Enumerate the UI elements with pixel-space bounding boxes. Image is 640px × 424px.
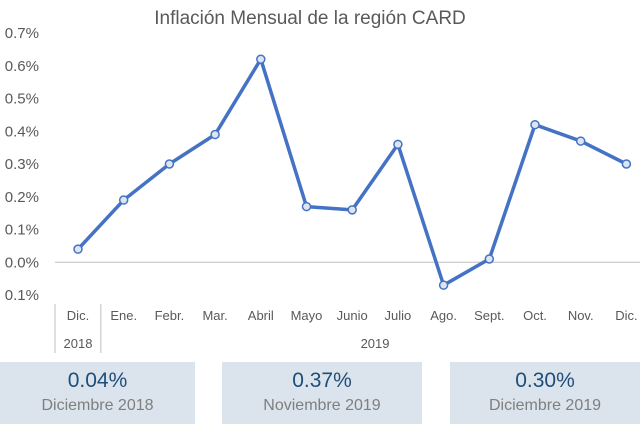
plot-area — [73, 54, 632, 290]
data-point — [210, 129, 220, 140]
y-tick-label: 0.5% — [5, 91, 39, 108]
data-point — [256, 54, 266, 64]
summary-card-value: 0.30% — [515, 369, 575, 392]
summary-card-value: 0.37% — [292, 369, 352, 392]
data-point — [347, 205, 357, 215]
line-chart: Inflación Mensual de la región CARD 0.7%… — [5, 8, 640, 353]
summary-card-label: Noviembre 2019 — [263, 397, 381, 414]
summary-card-label: Diciembre 2018 — [41, 397, 154, 414]
series-line — [76, 57, 628, 287]
data-point — [621, 159, 632, 169]
x-tick-label: Dic. — [67, 308, 89, 323]
x-tick-label: Ago. — [430, 308, 457, 323]
data-point — [164, 159, 175, 169]
y-tick-label: 0.2% — [5, 189, 39, 206]
y-axis: 0.7% 0.6% 0.5% 0.4% 0.3% 0.2% 0.1% 0.0% 0.1% — [5, 25, 39, 304]
summary-card-label: Diciembre 2019 — [488, 397, 602, 414]
x-tick-label: Julio — [385, 308, 412, 323]
x-tick-label: Dic. — [615, 308, 637, 323]
data-point — [301, 201, 312, 212]
x-tick-label: Nov. — [568, 308, 594, 323]
y-tick-label: 0.4% — [5, 123, 39, 140]
x-tick-label: Sept. — [474, 308, 504, 323]
chart-title: Inflación Mensual de la región CARD — [154, 8, 466, 29]
summary-card-dec-2019: 0.30% Diciembre 2019 — [450, 362, 640, 424]
x-axis: Dic. Ene. Febr. Mar. Abril Mayo Junio Julio Ago.… — [54, 261, 640, 353]
x-tick-label: Febr. — [155, 308, 185, 323]
y-tick-label: 0.0% — [5, 254, 39, 271]
x-tick-label: Mayo — [291, 308, 323, 323]
x-tick-label: Junio — [337, 308, 368, 323]
data-point — [484, 254, 495, 264]
data-point — [575, 136, 586, 146]
summary-cards: 0.04% Diciembre 2018 0.37% Noviembre 201… — [0, 362, 640, 424]
x-tick-label: Oct. — [523, 308, 547, 323]
x-group-label: 2019 — [361, 336, 390, 351]
y-tick-label: 0.6% — [5, 58, 39, 75]
data-point — [438, 280, 449, 290]
data-point — [530, 119, 540, 130]
x-tick-label: Mar. — [202, 308, 227, 323]
data-point — [118, 195, 129, 205]
y-tick-label: 0.7% — [5, 25, 39, 42]
summary-card-dec-2018: 0.04% Diciembre 2018 — [0, 362, 195, 424]
y-tick-label: 0.1% — [5, 287, 39, 304]
x-tick-label: Abril — [248, 308, 274, 323]
x-tick-label: Ene. — [110, 308, 137, 323]
summary-card-value: 0.04% — [67, 369, 128, 392]
y-tick-label: 0.1% — [5, 222, 39, 239]
y-tick-label: 0.3% — [5, 156, 39, 173]
summary-card-nov-2019: 0.37% Noviembre 2019 — [222, 362, 422, 424]
data-point — [73, 244, 83, 254]
x-group-label: 2018 — [64, 336, 93, 351]
data-point — [393, 139, 403, 150]
